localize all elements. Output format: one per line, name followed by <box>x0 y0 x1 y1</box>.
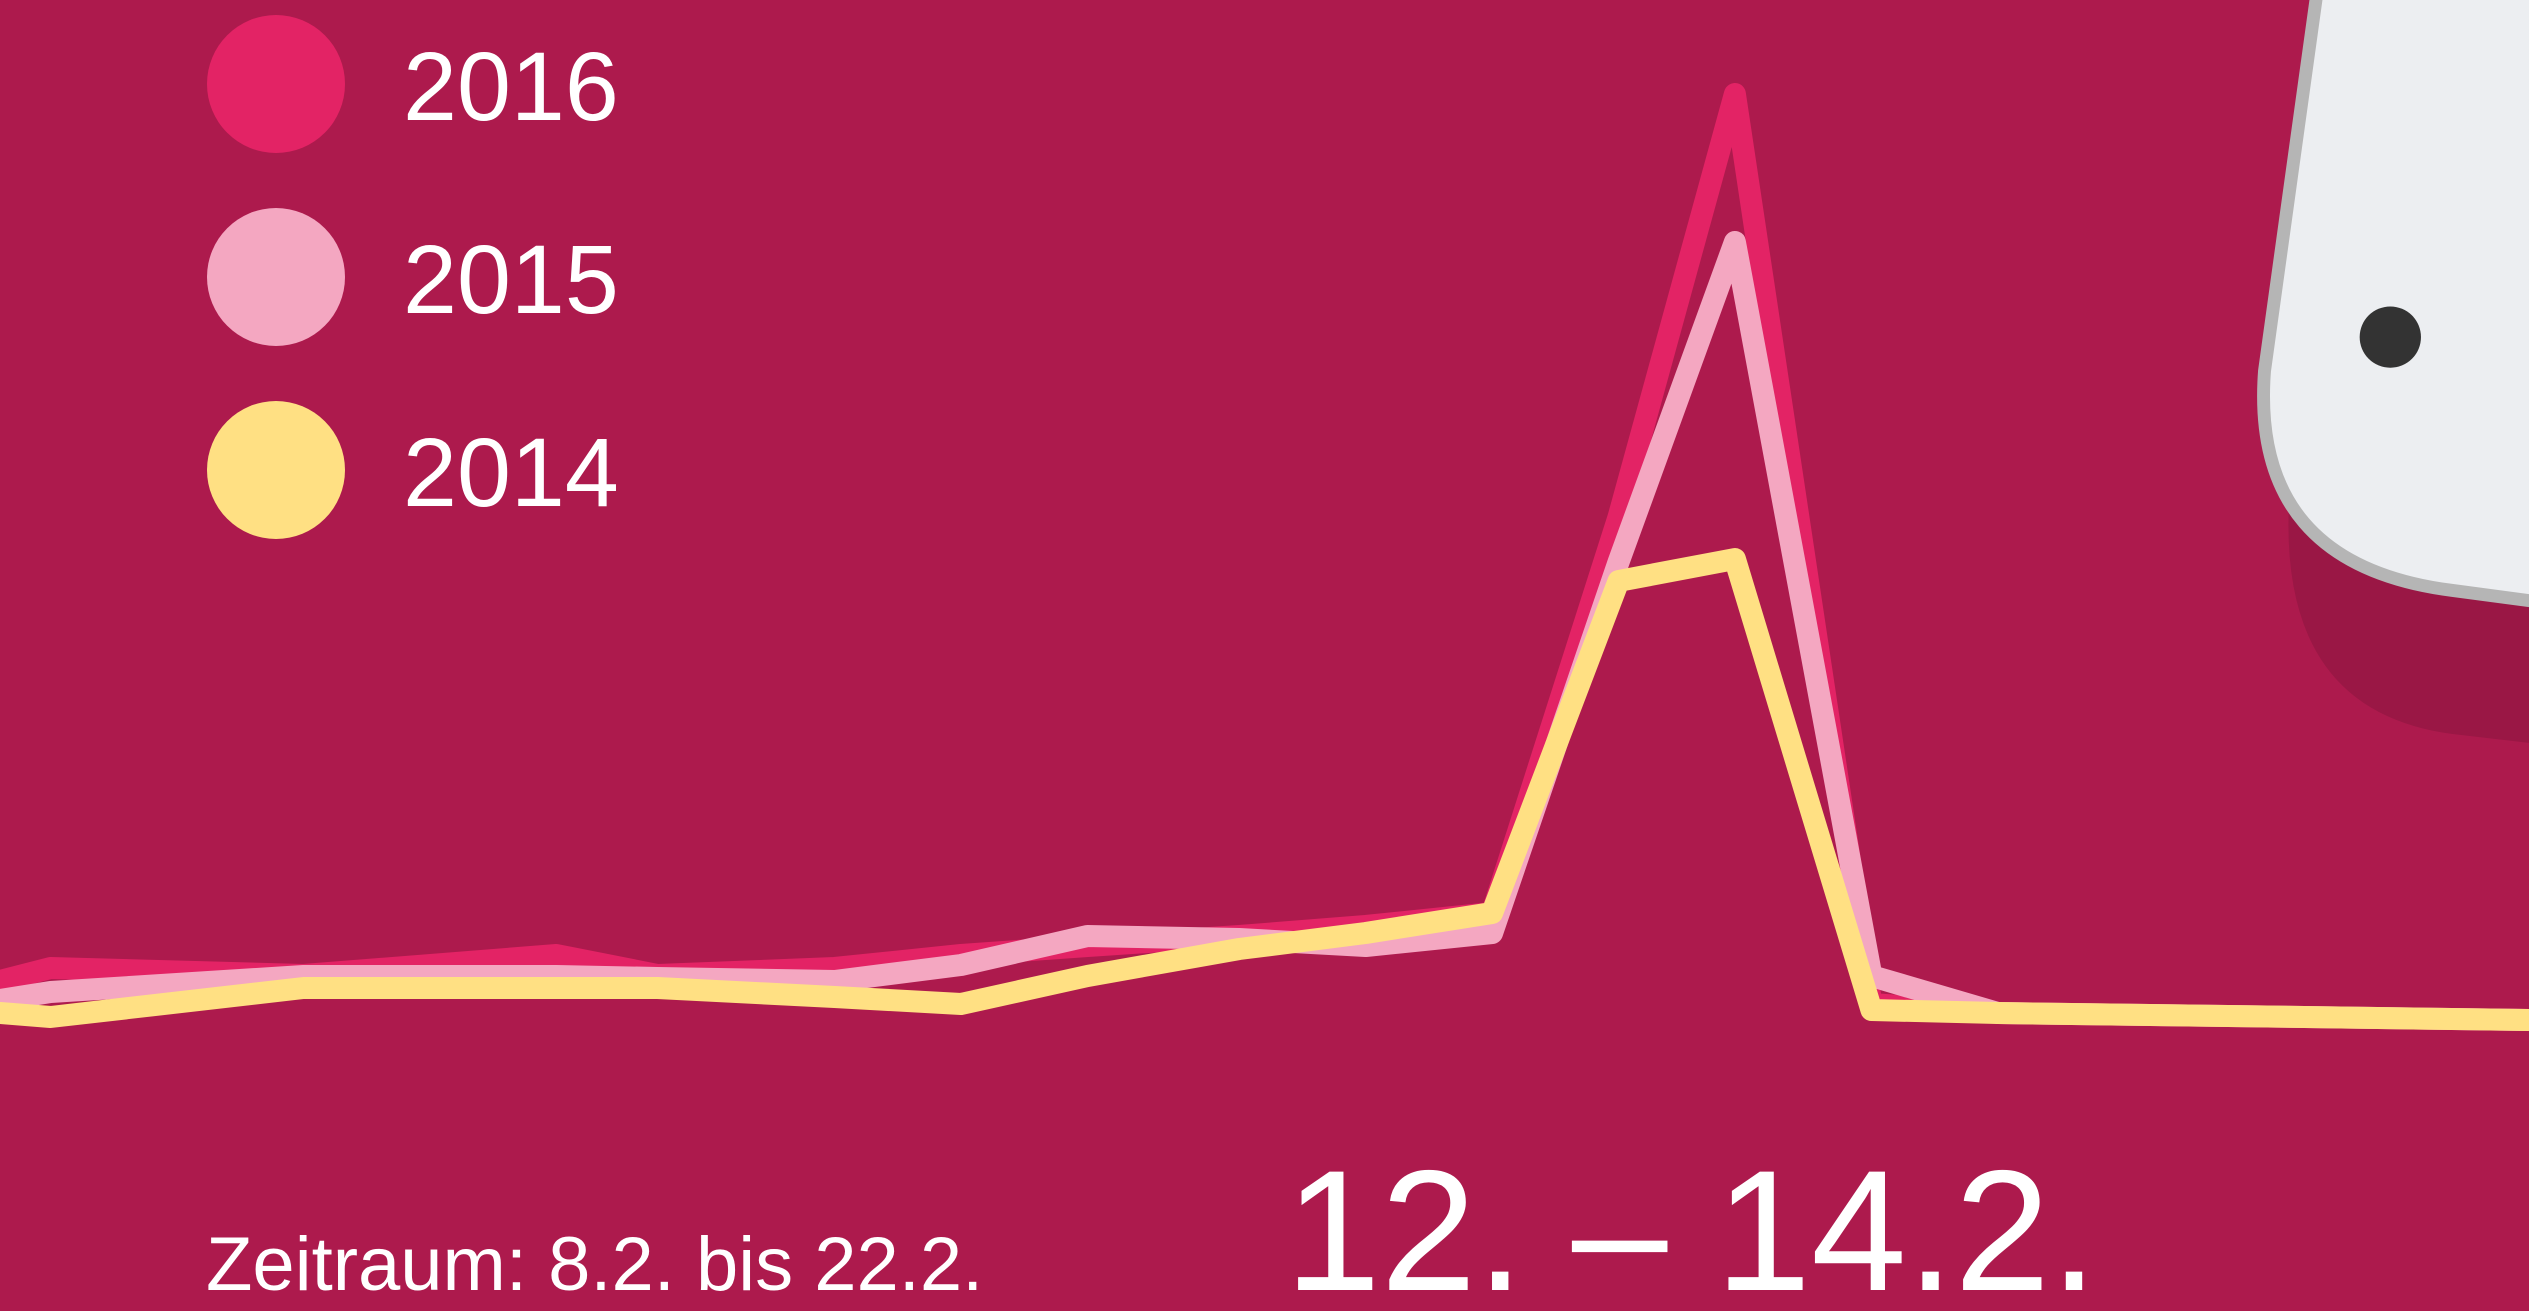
legend: 2016 2015 2014 <box>207 15 619 539</box>
phone-button <box>2360 306 2421 367</box>
legend-label: 2016 <box>403 32 619 141</box>
legend-swatch <box>207 401 345 539</box>
highlight-range: 12. – 14.2. <box>1285 1135 2098 1311</box>
period-note: Zeitraum: 8.2. bis 22.2. <box>206 1222 983 1307</box>
legend-label: 2015 <box>403 225 619 334</box>
page: {"chart_data": {"type": "line", "x": [0,… <box>0 0 2529 1311</box>
legend-label: 2014 <box>403 418 619 527</box>
phone-body <box>2264 0 2529 603</box>
legend-swatch <box>207 15 345 153</box>
legend-swatch <box>207 208 345 346</box>
chart: 2016 2015 2014 Zeitraum: 8.2. bis 22.2. 12… <box>0 0 2529 1311</box>
background <box>0 0 2529 1311</box>
